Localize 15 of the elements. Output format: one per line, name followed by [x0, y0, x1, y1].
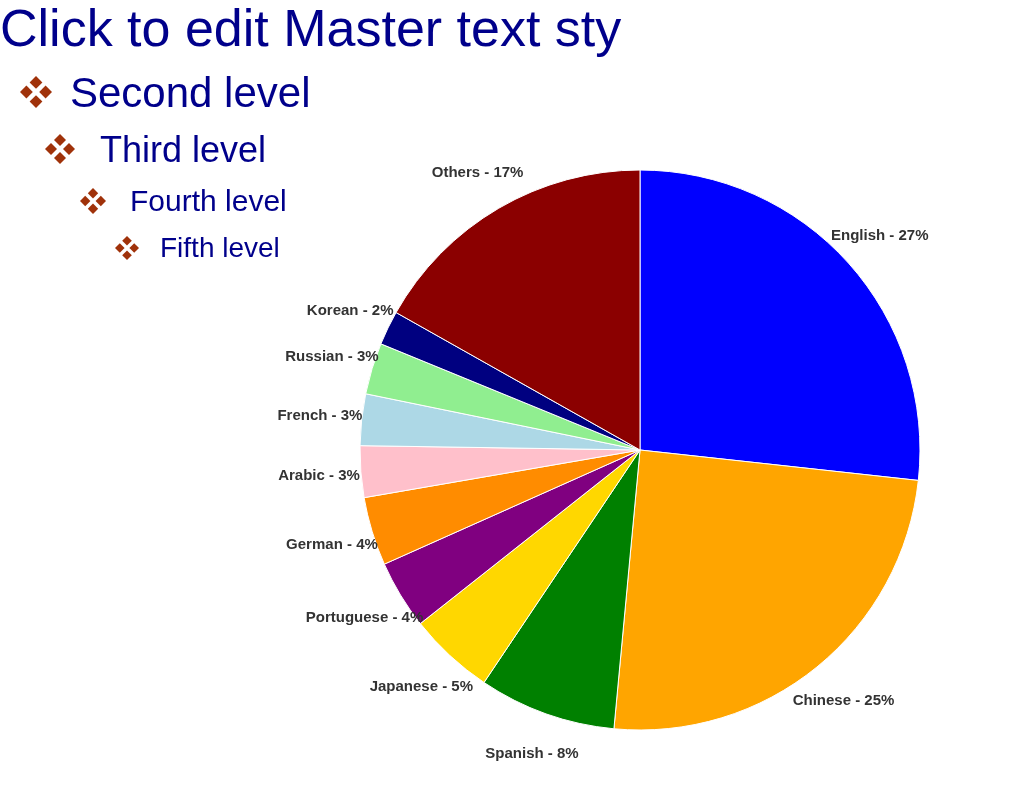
- slice-label: German - 4%: [286, 534, 378, 552]
- text: Second level: [70, 69, 311, 116]
- slice-label: French - 3%: [277, 406, 363, 424]
- slice-label: Spanish - 8%: [485, 744, 579, 762]
- slice-label: Russian - 3%: [285, 347, 379, 365]
- text: Fifth level: [160, 232, 280, 263]
- text: Third level: [100, 129, 267, 170]
- slice-label: Japanese - 5%: [369, 677, 474, 695]
- text: Click to edit Master text sty: [0, 0, 622, 57]
- slice-label: Chinese - 25%: [792, 690, 895, 708]
- slice-label: Arabic - 3%: [278, 466, 360, 484]
- text: Fourth level: [130, 184, 287, 217]
- slice-label: Others - 17%: [431, 162, 524, 180]
- slice-label: Korean - 2%: [306, 300, 394, 318]
- slice-label: English - 27%: [830, 226, 929, 244]
